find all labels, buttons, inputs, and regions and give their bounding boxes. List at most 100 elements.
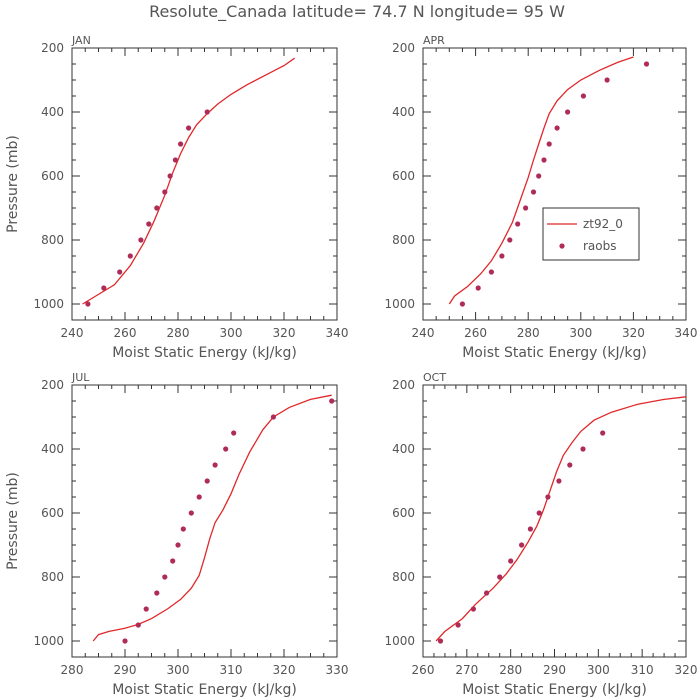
x-tick-label: 320	[675, 663, 698, 677]
y-tick-label: 600	[392, 169, 415, 183]
figure-title: Resolute_Canada latitude= 74.7 N longitu…	[149, 2, 565, 22]
data-point-raobs	[196, 494, 202, 500]
data-point-raobs	[554, 125, 560, 131]
data-point-raobs	[167, 173, 173, 179]
legend-label: raobs	[583, 239, 617, 253]
x-tick-label: 290	[543, 663, 566, 677]
data-point-raobs	[470, 606, 476, 612]
data-point-raobs	[162, 189, 168, 195]
data-point-raobs	[545, 494, 551, 500]
x-tick-label: 300	[587, 663, 610, 677]
data-point-raobs	[567, 462, 573, 468]
data-point-raobs	[162, 574, 168, 580]
data-point-raobs	[178, 141, 184, 147]
x-tick-label: 320	[273, 663, 296, 677]
data-point-raobs	[556, 478, 562, 484]
data-point-raobs	[488, 269, 494, 275]
panel-label: JUL	[71, 371, 90, 384]
x-tick-label: 260	[412, 663, 435, 677]
data-point-raobs	[180, 526, 186, 532]
y-tick-label: 1000	[33, 297, 64, 311]
x-tick-label: 300	[167, 663, 190, 677]
data-point-raobs	[122, 638, 128, 644]
y-tick-label: 1000	[33, 634, 64, 648]
data-point-raobs	[204, 109, 210, 115]
y-tick-label: 200	[392, 378, 415, 392]
data-point-raobs	[546, 141, 552, 147]
data-point-raobs	[223, 446, 229, 452]
data-point-raobs	[643, 61, 650, 67]
data-point-raobs	[541, 157, 547, 163]
y-tick-label: 600	[41, 169, 64, 183]
chart-panel-jul: 280 290 300 310 320 330 200 400 600 800 1000 JUL Moi…	[5, 371, 348, 698]
chart-panel-apr: 240 260 280 300 320 340 200 400 600 800 1000 APR Moi…	[384, 34, 697, 361]
data-point-raobs	[497, 574, 503, 580]
data-point-raobs	[527, 526, 534, 532]
data-point-raobs	[138, 237, 144, 243]
panel-label: APR	[423, 34, 445, 47]
data-point-raobs	[507, 237, 513, 243]
plot-frame	[422, 384, 687, 658]
data-point-raobs	[101, 285, 107, 291]
y-tick-label: 800	[41, 570, 64, 584]
series-line-zt92_0	[435, 396, 687, 642]
x-tick-label: 270	[455, 663, 478, 677]
x-axis-label: Moist Static Energy (kJ/kg)	[462, 345, 647, 361]
data-point-raobs	[536, 510, 542, 516]
y-tick-label: 400	[392, 105, 415, 119]
x-tick-label: 330	[326, 663, 349, 677]
x-axis-label: Moist Static Energy (kJ/kg)	[462, 682, 647, 698]
y-tick-label: 400	[41, 105, 64, 119]
y-axis-label: Pressure (mb)	[5, 472, 21, 570]
data-point-raobs	[117, 269, 123, 275]
y-tick-label: 800	[41, 233, 64, 247]
series-line-zt92_0	[92, 394, 332, 642]
x-tick-label: 240	[412, 326, 435, 340]
plot-frame	[71, 47, 338, 321]
chart-panel-oct: 260 270 280 290 300 310 320 200 400 600 800 1000 OCT…	[384, 371, 697, 698]
x-tick-label: 290	[114, 663, 137, 677]
data-point-raobs	[270, 414, 276, 420]
data-point-raobs	[523, 205, 529, 211]
data-point-raobs	[231, 430, 237, 436]
data-point-raobs	[135, 622, 141, 628]
x-tick-label: 320	[273, 326, 296, 340]
data-point-raobs	[437, 638, 444, 644]
x-tick-label: 340	[326, 326, 349, 340]
y-tick-label: 800	[392, 233, 415, 247]
x-tick-label: 310	[631, 663, 654, 677]
data-point-raobs	[580, 93, 587, 99]
data-point-raobs	[565, 109, 571, 115]
data-point-raobs	[204, 478, 210, 484]
x-tick-label: 280	[517, 326, 540, 340]
x-axis-label: Moist Static Energy (kJ/kg)	[112, 345, 297, 361]
x-tick-label: 300	[220, 326, 243, 340]
y-tick-label: 200	[41, 41, 64, 55]
data-point-raobs	[536, 173, 542, 179]
panels: 240 260 280 300 320 340 200 400 600 800 1000 JAN Moi…	[5, 34, 697, 698]
data-point-raobs	[475, 285, 481, 291]
x-tick-label: 280	[61, 663, 84, 677]
y-tick-label: 400	[392, 442, 415, 456]
data-point-raobs	[455, 622, 461, 628]
y-tick-label: 1000	[384, 634, 415, 648]
data-point-raobs	[85, 301, 91, 307]
plot-frame	[71, 384, 338, 658]
y-tick-label: 400	[41, 442, 64, 456]
series-line-zt92_0	[448, 56, 634, 305]
data-point-raobs	[175, 542, 181, 548]
data-point-raobs	[499, 253, 505, 259]
data-point-raobs	[186, 125, 192, 131]
data-point-raobs	[127, 253, 133, 259]
data-point-raobs	[508, 558, 514, 564]
data-point-raobs	[459, 301, 465, 307]
plot-frame	[422, 47, 687, 321]
data-point-raobs	[146, 221, 152, 227]
panel-label: JAN	[71, 34, 91, 47]
x-tick-label: 240	[61, 326, 84, 340]
data-point-raobs	[170, 558, 176, 564]
x-tick-label: 260	[464, 326, 487, 340]
x-tick-label: 280	[167, 326, 190, 340]
